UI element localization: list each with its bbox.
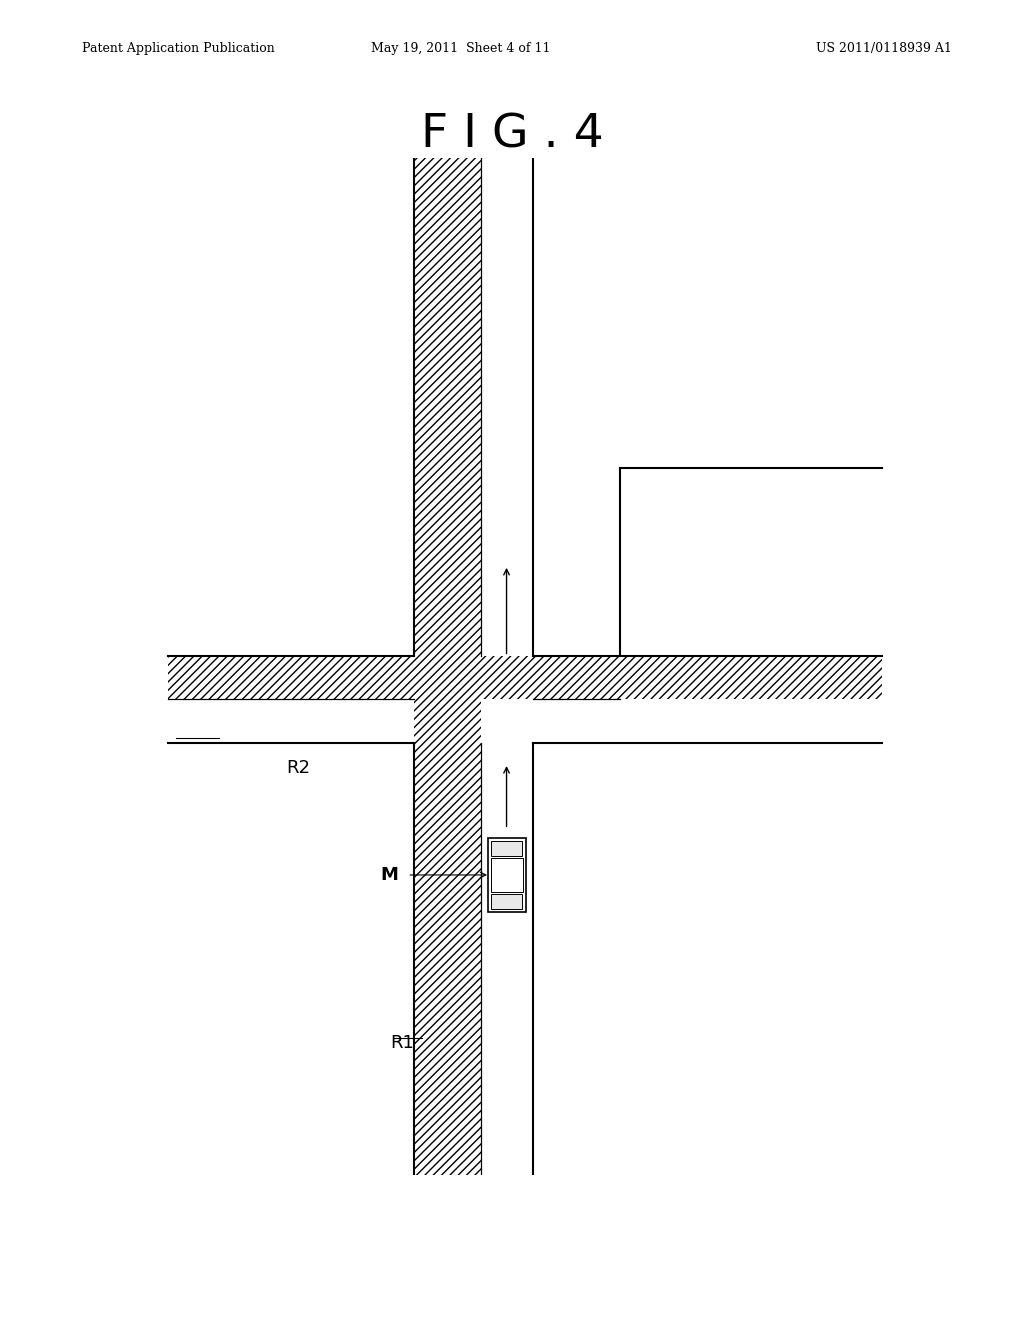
Bar <box>532 656 882 700</box>
Bar <box>414 656 532 700</box>
Text: M: M <box>380 866 397 884</box>
Text: Patent Application Publication: Patent Application Publication <box>82 42 274 55</box>
Text: F I G . 4: F I G . 4 <box>421 112 603 157</box>
Bar <box>168 656 882 743</box>
Text: US 2011/0118939 A1: US 2011/0118939 A1 <box>816 42 952 55</box>
Bar <box>490 858 522 892</box>
Bar <box>168 656 414 700</box>
Bar <box>492 841 522 857</box>
Text: R2: R2 <box>287 759 310 777</box>
Bar <box>414 158 532 1175</box>
Bar <box>414 743 481 1175</box>
Bar <box>492 894 522 908</box>
Bar <box>414 656 481 743</box>
Text: May 19, 2011  Sheet 4 of 11: May 19, 2011 Sheet 4 of 11 <box>371 42 551 55</box>
Text: R1: R1 <box>390 1034 414 1052</box>
Bar <box>414 158 481 656</box>
Bar <box>487 838 525 912</box>
